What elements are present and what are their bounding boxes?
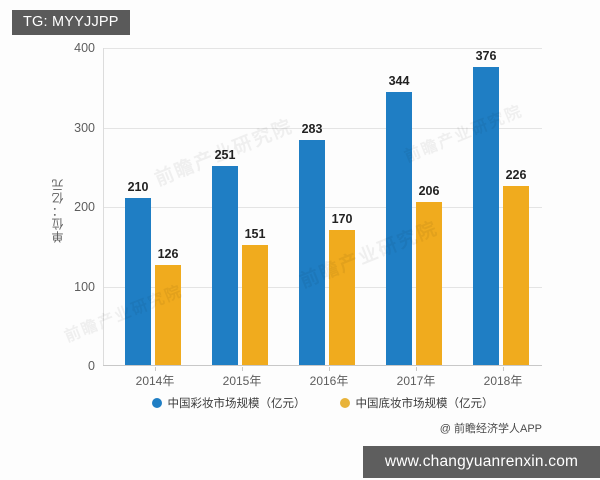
plot-area: 210 126 251 151 (103, 48, 542, 366)
legend-item-series-1[interactable]: 中国彩妆市场规模（亿元） (151, 395, 306, 411)
bar-value-label: 151 (244, 227, 266, 242)
y-tick-label: 100 (74, 279, 95, 294)
y-tick-label: 400 (74, 41, 95, 55)
bar-series-1[interactable]: 376 (473, 49, 499, 365)
y-tick-label: 0 (88, 359, 95, 373)
x-axis-tick-labels: 2014年 2015年 2016年 2017年 2018年 (103, 372, 542, 392)
bar-group: 251 151 (212, 48, 272, 365)
legend-label: 中国彩妆市场规模（亿元） (167, 398, 306, 410)
gridline-300 (103, 127, 542, 129)
bar-value-label: 170 (331, 212, 353, 226)
bar-value-label: 251 (214, 147, 236, 162)
legend-item-series-2[interactable]: 中国底妆市场规模（亿元） (339, 395, 494, 411)
legend-label: 中国底妆市场规模（亿元） (355, 398, 494, 410)
x-tick (329, 367, 330, 371)
bar-series-2[interactable]: 126 (155, 247, 181, 365)
x-tick (242, 367, 243, 371)
bar-value-label: 376 (475, 48, 497, 63)
chart-legend: 中国彩妆市场规模（亿元） 中国底妆市场规模（亿元） (103, 395, 542, 411)
x-tick-label: 2015年 (222, 374, 262, 388)
x-tick-label: 2014年 (135, 374, 175, 388)
bar-series-1[interactable]: 210 (125, 180, 151, 365)
y-tick-label: 300 (74, 120, 95, 135)
bar-series-2[interactable]: 206 (416, 184, 442, 365)
bar-group: 376 226 (473, 48, 533, 365)
x-axis-line (103, 365, 542, 366)
x-tick (416, 367, 417, 371)
x-tick-label: 2016年 (309, 374, 349, 388)
bar-series-1[interactable]: 344 (386, 74, 412, 365)
attribution-text: @ 前瞻经济学人APP (439, 423, 542, 435)
x-tick-label: 2018年 (483, 374, 523, 388)
legend-marker-icon (151, 398, 162, 408)
bar-value-label: 210 (127, 180, 149, 195)
bar-series-1[interactable]: 251 (212, 148, 238, 365)
x-tick (503, 367, 504, 371)
bar-group: 210 126 (125, 48, 185, 365)
bar-series-2[interactable]: 151 (242, 227, 268, 365)
bar-value-label: 126 (157, 247, 179, 261)
y-axis-line (103, 48, 104, 366)
url-watermark-badge: www.changyuanrenxin.com (363, 446, 600, 478)
y-tick-label: 200 (74, 200, 95, 214)
x-tick-label: 2017年 (396, 374, 436, 388)
bar-value-label: 283 (301, 122, 323, 137)
bar-value-label: 226 (505, 167, 527, 182)
bar-value-label: 344 (388, 73, 410, 88)
bar-series-2[interactable]: 170 (329, 212, 355, 365)
tag-badge: TG: MYYJJPP (12, 10, 130, 35)
bar-group: 344 206 (386, 48, 446, 365)
gridline-400 (103, 48, 542, 49)
x-tick (155, 367, 156, 371)
bar-series-2[interactable]: 226 (503, 168, 529, 365)
legend-marker-icon (339, 398, 350, 408)
y-axis-tick-labels: 0 100 200 300 400 (55, 41, 99, 373)
bar-series-1[interactable]: 283 (299, 122, 325, 365)
bar-group: 283 170 (299, 48, 359, 365)
bar-value-label: 206 (418, 183, 440, 198)
